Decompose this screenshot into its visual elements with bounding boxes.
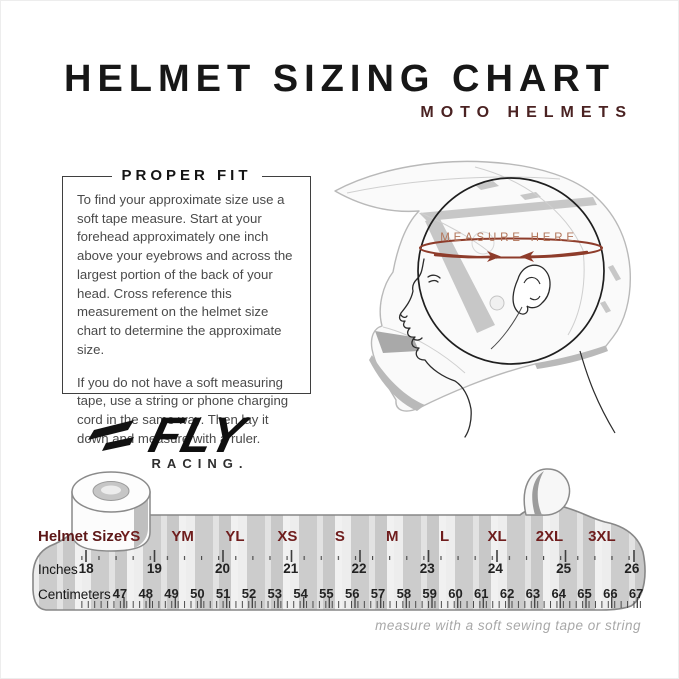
- cm-cell: 53: [267, 586, 283, 601]
- cm-tick-strip: [78, 599, 644, 608]
- speed-dashes-icon: [88, 420, 134, 451]
- inch-cell: 24: [487, 561, 503, 576]
- cm-cell: 63: [525, 586, 541, 601]
- page-subtitle: MOTO HELMETS: [420, 104, 633, 121]
- cm-cell: 55: [319, 586, 334, 601]
- size-cell: S: [334, 528, 345, 545]
- cm-cell: 47: [112, 586, 128, 601]
- helmet-shading: [369, 181, 621, 411]
- fly-racing-logo: FLY RACING.: [88, 407, 255, 471]
- measure-here-label: MEASURE HERE: [440, 232, 578, 244]
- cm-major-ticks: [123, 597, 638, 608]
- inches-row: 18 19 20 21 22 23 24 25 26: [52, 561, 666, 576]
- page-title: HELMET SIZING CHART: [64, 58, 615, 100]
- cm-cell: 50: [190, 586, 205, 601]
- helmet-seams: [346, 166, 585, 374]
- cm-cell: 61: [474, 586, 489, 601]
- row-label-centimeters: Centimeters: [38, 587, 111, 602]
- ear: [512, 264, 551, 315]
- inch-cell: 25: [556, 561, 572, 576]
- row-label-helmet-size: Helmet Size: [38, 528, 123, 545]
- centimeters-row: 47 48 49 50 51 52 53 54 55 56 57 58 59 60 61 62 63 64 65 66…: [107, 586, 649, 601]
- cm-cell: 54: [293, 586, 308, 601]
- size-cell: YS: [120, 528, 141, 545]
- cm-cell: 49: [164, 586, 179, 601]
- face-profile: [398, 258, 472, 438]
- arrow-left-icon: [520, 251, 534, 262]
- cm-cell: 59: [422, 586, 437, 601]
- logo-racing-text: RACING.: [152, 456, 249, 471]
- logo-fly-text: FLY: [144, 407, 255, 463]
- head-circle: [417, 177, 605, 365]
- tape-roll: [71, 471, 151, 552]
- size-cell: YM: [171, 528, 194, 545]
- cm-cell: 65: [577, 586, 592, 601]
- size-cell: XL: [487, 528, 507, 545]
- row-label-inches: Inches: [38, 562, 78, 577]
- cm-cell: 58: [396, 586, 412, 601]
- measure-band: [419, 237, 603, 262]
- cm-cell: 52: [241, 586, 257, 601]
- inch-tick-strip: [78, 552, 644, 560]
- tape-caption: measure with a soft sewing tape or strin…: [375, 618, 641, 633]
- cm-cell: 51: [215, 586, 231, 601]
- neck-line: [579, 350, 616, 434]
- measuring-tape-graphic: [32, 468, 646, 611]
- proper-fit-paragraph-1: To find your approximate size use a soft…: [77, 192, 293, 357]
- inch-cell: 23: [419, 561, 435, 576]
- cm-cell: 62: [499, 586, 515, 601]
- proper-fit-heading: PROPER FIT: [111, 167, 262, 184]
- cm-cell: 60: [448, 586, 463, 601]
- size-cell: M: [385, 528, 399, 545]
- inch-cell: 21: [283, 561, 299, 576]
- inch-cell: 19: [146, 561, 162, 576]
- proper-fit-box: PROPER FIT To find your approximate size…: [62, 167, 311, 446]
- size-cell: L: [440, 528, 450, 545]
- cm-cell: 67: [628, 586, 644, 601]
- size-row: YS YM YL XS S M L XL 2XL 3XL: [104, 528, 628, 545]
- proper-fit-text: To find your approximate size use a soft…: [63, 177, 310, 449]
- cm-cell: 48: [138, 586, 153, 601]
- inch-cell: 20: [215, 561, 231, 576]
- helmet-pivot: [489, 295, 505, 311]
- arrow-right-icon: [487, 251, 501, 262]
- inch-cell: 26: [624, 561, 640, 576]
- size-cell: 3XL: [588, 528, 616, 545]
- helmet-vent-ring: [471, 231, 495, 255]
- size-cell: YL: [225, 528, 245, 545]
- cm-cell: 66: [603, 586, 618, 601]
- jaw-line: [490, 306, 523, 350]
- size-cell: XS: [277, 528, 298, 545]
- size-cell: 2XL: [535, 528, 564, 545]
- cm-cell: 57: [370, 586, 386, 601]
- tape-curl: [523, 468, 571, 516]
- helmet-illustration: MEASURE HERE: [334, 160, 632, 438]
- cm-cell: 64: [551, 586, 566, 601]
- inch-cell: 22: [351, 561, 367, 576]
- inch-cell: 18: [78, 561, 94, 576]
- inch-major-ticks: [85, 550, 635, 562]
- cm-cell: 56: [344, 586, 360, 601]
